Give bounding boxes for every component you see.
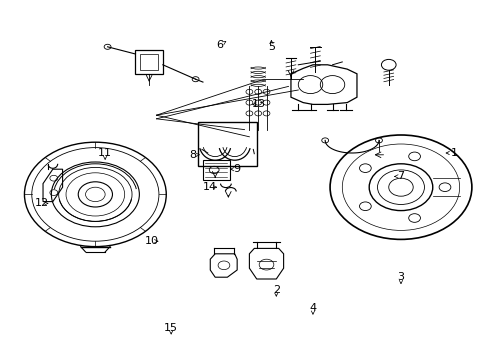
Bar bbox=[135, 50, 163, 74]
Text: 12: 12 bbox=[35, 198, 48, 208]
Text: 2: 2 bbox=[272, 285, 279, 295]
Text: 5: 5 bbox=[267, 42, 274, 52]
Text: 9: 9 bbox=[233, 164, 240, 174]
Text: 11: 11 bbox=[98, 148, 112, 158]
Text: 13: 13 bbox=[252, 99, 265, 109]
Text: 4: 4 bbox=[309, 303, 316, 313]
Text: 10: 10 bbox=[144, 236, 158, 246]
Bar bbox=[140, 54, 158, 70]
Text: 14: 14 bbox=[203, 182, 217, 192]
Text: 15: 15 bbox=[164, 323, 178, 333]
Text: 8: 8 bbox=[189, 150, 196, 160]
Text: 3: 3 bbox=[397, 272, 404, 282]
Text: 1: 1 bbox=[450, 148, 457, 158]
Bar bbox=[198, 122, 256, 166]
Text: 6: 6 bbox=[216, 40, 223, 50]
Bar bbox=[203, 160, 229, 180]
Text: 7: 7 bbox=[397, 171, 404, 181]
